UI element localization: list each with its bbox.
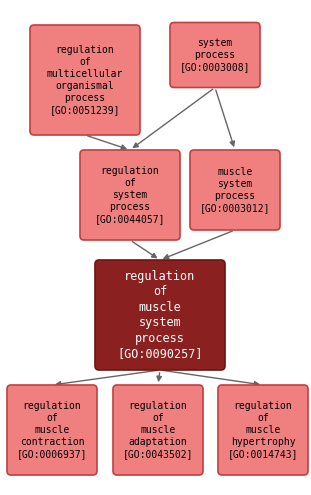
Text: regulation
of
muscle
adaptation
[GO:0043502]: regulation of muscle adaptation [GO:0043… bbox=[123, 401, 193, 459]
FancyBboxPatch shape bbox=[95, 260, 225, 370]
Text: regulation
of
muscle
contraction
[GO:0006937]: regulation of muscle contraction [GO:000… bbox=[17, 401, 87, 459]
FancyBboxPatch shape bbox=[7, 385, 97, 475]
Text: regulation
of
system
process
[GO:0044057]: regulation of system process [GO:0044057… bbox=[95, 166, 165, 224]
FancyBboxPatch shape bbox=[190, 150, 280, 230]
Text: muscle
system
process
[GO:0003012]: muscle system process [GO:0003012] bbox=[200, 167, 270, 213]
FancyBboxPatch shape bbox=[80, 150, 180, 240]
FancyBboxPatch shape bbox=[30, 25, 140, 135]
Text: system
process
[GO:0003008]: system process [GO:0003008] bbox=[180, 38, 250, 72]
Text: regulation
of
muscle
hypertrophy
[GO:0014743]: regulation of muscle hypertrophy [GO:001… bbox=[228, 401, 298, 459]
FancyBboxPatch shape bbox=[113, 385, 203, 475]
FancyBboxPatch shape bbox=[218, 385, 308, 475]
Text: regulation
of
multicellular
organismal
process
[GO:0051239]: regulation of multicellular organismal p… bbox=[47, 45, 123, 115]
FancyBboxPatch shape bbox=[170, 22, 260, 88]
Text: regulation
of
muscle
system
process
[GO:0090257]: regulation of muscle system process [GO:… bbox=[117, 270, 203, 360]
